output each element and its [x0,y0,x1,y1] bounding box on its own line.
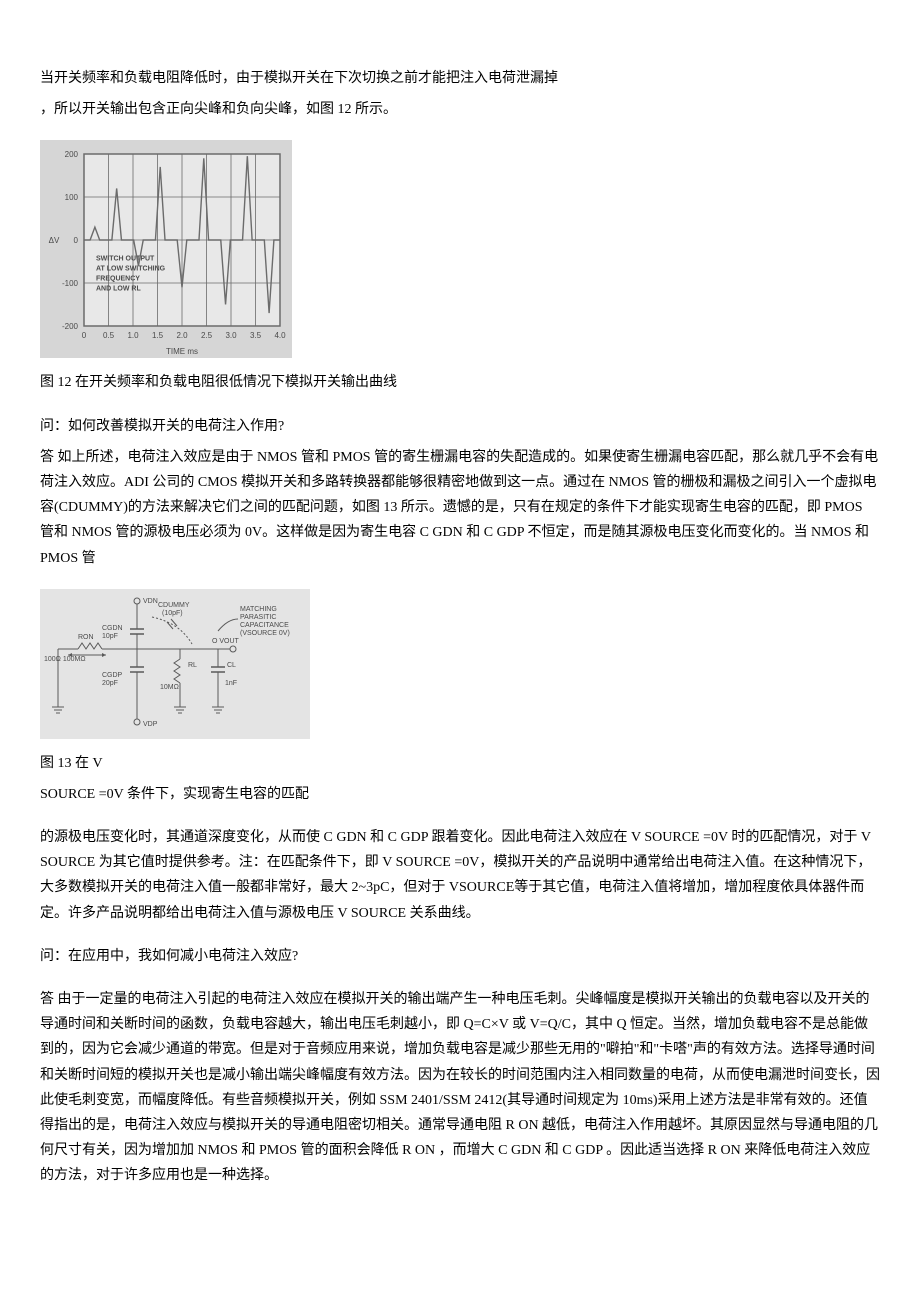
svg-text:VDN: VDN [143,598,158,605]
svg-text:CGDN: CGDN [102,625,123,632]
svg-text:1nF: 1nF [225,680,237,687]
figure-12: 2001000-100-20000.51.01.52.02.53.03.54.0… [40,140,880,358]
svg-text:2.5: 2.5 [201,331,213,340]
svg-text:4.0: 4.0 [274,331,286,340]
svg-text:PARASITIC: PARASITIC [240,614,276,621]
figure-12-caption: 图 12 在开关频率和负载电阻很低情况下模拟开关输出曲线 [40,370,880,395]
svg-text:CL: CL [227,662,236,669]
svg-text:RL: RL [188,662,197,669]
svg-text:-200: -200 [62,322,79,331]
svg-text:CDUMMY: CDUMMY [158,602,190,609]
svg-text:2.0: 2.0 [176,331,188,340]
svg-text:1.0: 1.0 [127,331,139,340]
svg-text:CGDP: CGDP [102,672,123,679]
svg-text:O VOUT: O VOUT [212,638,240,645]
svg-text:TIME ms: TIME ms [166,347,198,356]
svg-text:10pF: 10pF [102,633,118,640]
svg-text:AT LOW SWITCHING: AT LOW SWITCHING [96,266,166,273]
svg-text:10MΩ: 10MΩ [160,684,179,691]
question-2: 问：在应用中，我如何减小电荷注入效应? [40,944,880,969]
svg-text:VDP: VDP [143,721,158,728]
svg-text:-100: -100 [62,279,79,288]
intro-line2: ，所以开关输出包含正向尖峰和负向尖峰，如图 12 所示。 [40,97,880,122]
svg-text:100: 100 [65,193,79,202]
svg-text:(VSOURCE 0V): (VSOURCE 0V) [240,630,290,637]
svg-text:RON: RON [78,634,94,641]
svg-text:100Ω 100MΩ: 100Ω 100MΩ [44,656,86,663]
middle-paragraph: 的源极电压变化时，其通道深度变化，从而使 C GDN 和 C GDP 跟着变化。… [40,825,880,926]
svg-text:MATCHING: MATCHING [240,606,277,613]
svg-text:0: 0 [82,331,87,340]
svg-text:3.0: 3.0 [225,331,237,340]
qa-block-1: 问：如何改善模拟开关的电荷注入作用? 答 如上所述，电荷注入效应是由于 NMOS… [40,414,880,571]
question-1: 问：如何改善模拟开关的电荷注入作用? [40,414,880,439]
answer-2: 答 由于一定量的电荷注入引起的电荷注入效应在模拟开关的输出端产生一种电压毛刺。尖… [40,987,880,1189]
svg-text:AND LOW RL: AND LOW RL [96,286,141,293]
svg-text:0: 0 [74,236,79,245]
svg-text:FREQUENCY: FREQUENCY [96,276,140,283]
svg-text:0.5: 0.5 [103,331,115,340]
svg-text:SWITCH OUTPUT: SWITCH OUTPUT [96,256,155,263]
figure-13-caption-line2: SOURCE =0V 条件下，实现寄生电容的匹配 [40,782,880,807]
svg-text:1.5: 1.5 [152,331,164,340]
intro-line1: 当开关频率和负载电阻降低时，由于模拟开关在下次切换之前才能把注入电荷泄漏掉 [40,66,880,91]
figure-13-caption-line1: 图 13 在 V [40,751,880,776]
figure-13: VDNCDUMMY(10pF) CGDN10pF RON 100Ω 100MΩ CGDP… [40,589,880,739]
svg-text:ΔV: ΔV [49,236,60,245]
answer-1: 答 如上所述，电荷注入效应是由于 NMOS 管和 PMOS 管的寄生栅漏电容的失… [40,445,880,571]
intro-paragraph: 当开关频率和负载电阻降低时，由于模拟开关在下次切换之前才能把注入电荷泄漏掉 ，所… [40,66,880,122]
svg-text:200: 200 [65,150,79,159]
svg-text:3.5: 3.5 [250,331,262,340]
svg-text:(10pF): (10pF) [162,610,183,617]
svg-text:CAPACITANCE: CAPACITANCE [240,622,289,629]
svg-text:20pF: 20pF [102,680,118,687]
